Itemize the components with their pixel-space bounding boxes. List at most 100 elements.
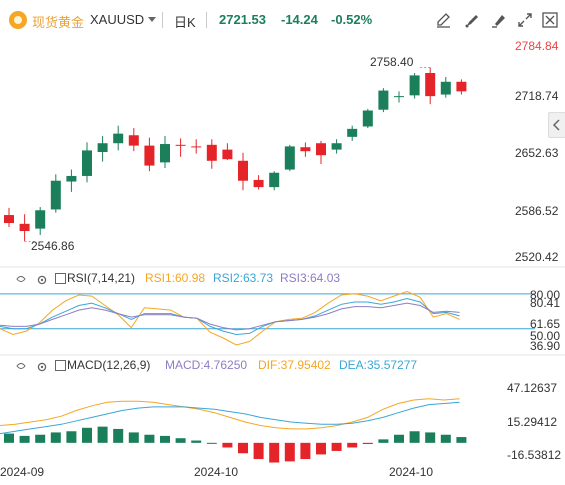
candle-body — [269, 172, 280, 188]
macd-histogram-bar — [284, 442, 295, 462]
price-axis-label: 2718.74 — [515, 89, 559, 103]
candle-body — [160, 144, 170, 163]
rsi-axis-label: 36.90 — [530, 339, 561, 353]
candle-body — [82, 150, 92, 176]
macd-axis-label: 47.12637 — [507, 381, 558, 395]
macd-axis-label: 15.29412 — [507, 415, 558, 429]
macd-histogram-bar — [316, 442, 326, 455]
candle-body — [113, 133, 124, 144]
macd-histogram-bar — [300, 442, 311, 460]
dea-value: DEA:35.57277 — [339, 358, 418, 372]
macd-histogram-bar — [4, 433, 14, 443]
macd-histogram-bar — [191, 440, 202, 443]
dea-line — [0, 401, 460, 435]
macd-histogram-bar — [222, 442, 233, 448]
macd-histogram-bar — [378, 439, 389, 443]
period-selector[interactable]: 日K — [174, 15, 196, 30]
pencil-icon[interactable] — [433, 9, 455, 31]
toolbar-divider — [162, 12, 163, 28]
symbol-dropdown-chevron-icon[interactable] — [148, 17, 156, 22]
candle-body — [128, 135, 139, 146]
high-price-annotation: 2758.40 — [370, 55, 414, 69]
macd-histogram-bar — [409, 431, 420, 443]
rsi-axis-label: 61.65 — [530, 317, 561, 331]
brush-icon[interactable] — [461, 9, 483, 31]
candle-body — [284, 146, 295, 170]
macd-histogram-bar — [238, 442, 248, 454]
candle-body — [440, 81, 451, 95]
macd-histogram-bar — [425, 432, 436, 443]
last-price: 2721.53 — [219, 12, 266, 27]
candle-body — [331, 143, 342, 150]
symbol-label[interactable]: XAUUSD — [90, 12, 145, 27]
candle-body — [206, 144, 217, 161]
candle-body — [456, 81, 467, 92]
candle-body — [253, 179, 264, 188]
low-price-annotation: 2546.86 — [31, 239, 75, 253]
gold-coin-icon — [9, 11, 27, 29]
macd-histogram-bar — [160, 435, 170, 443]
visibility-eye-icon[interactable] — [16, 274, 26, 284]
macd-histogram-bar — [19, 435, 30, 443]
price-change-percent: -0.52% — [331, 12, 373, 27]
macd-histogram-bar — [97, 426, 108, 443]
candle-body — [35, 210, 46, 229]
macd-histogram-bar — [394, 434, 404, 443]
rsi-axis-label: 80.00 — [530, 288, 561, 302]
settings-gear-icon[interactable] — [37, 274, 47, 285]
macd-histogram-bar — [362, 442, 373, 444]
rsi2-value: RSI2:63.73 — [213, 271, 274, 285]
rsi3-value: RSI3:64.03 — [280, 271, 341, 285]
macd-histogram-bar — [331, 442, 342, 451]
candle-body — [97, 143, 108, 153]
macd-histogram-bar — [456, 437, 467, 443]
close-box-icon[interactable] — [539, 9, 561, 31]
macd-title: MACD(12,26,9) — [67, 358, 151, 372]
macd-value: MACD:4.76250 — [165, 358, 248, 372]
macd-histogram-bar — [253, 442, 264, 460]
candle-body — [409, 75, 420, 96]
candle-body — [378, 90, 389, 110]
macd-axis-label: -16.53812 — [507, 448, 562, 462]
macd-histogram-bar — [269, 442, 280, 463]
candle-body — [175, 144, 186, 146]
dif-value: DIF:37.95402 — [258, 358, 331, 372]
candle-body — [316, 143, 326, 156]
macd-histogram-bar — [66, 431, 77, 443]
macd-header: MACD(12,26,9) MACD:4.76250 DIF:37.95402 … — [4, 358, 484, 374]
candle-body — [4, 215, 14, 224]
rsi-header: RSI(7,14,21) RSI1:60.98 RSI2:63.73 RSI3:… — [4, 271, 424, 287]
rsi3-line — [0, 302, 460, 331]
macd-histogram-bar — [347, 442, 358, 448]
candle-body — [66, 175, 77, 182]
rsi1-line — [0, 290, 460, 346]
toolbar-divider — [206, 12, 207, 28]
candle-body — [238, 160, 248, 181]
candle-body — [347, 128, 358, 137]
macd-histogram-bar — [113, 428, 124, 443]
settings-gear-icon[interactable] — [37, 361, 47, 372]
candle-body — [19, 223, 30, 232]
candle-body — [394, 96, 404, 98]
price-axis-label: 2586.52 — [515, 204, 559, 218]
rsi-title: RSI(7,14,21) — [67, 271, 136, 285]
expand-icon[interactable] — [514, 9, 536, 31]
rsi-axis-label: 80.41 — [530, 296, 561, 310]
indicator-options-icon[interactable] — [55, 273, 66, 284]
candle-body — [191, 146, 202, 148]
macd-histogram-bar — [440, 434, 451, 443]
macd-histogram-bar — [35, 434, 46, 443]
candle-body — [362, 110, 373, 127]
macd-histogram-bar — [50, 432, 61, 443]
instrument-title[interactable]: 现货黄金 — [32, 15, 85, 30]
macd-histogram-bar — [128, 432, 139, 443]
price-axis-label: 2784.84 — [515, 39, 559, 53]
date-axis-label: 2024-10 — [389, 465, 434, 479]
indicator-options-icon[interactable] — [55, 360, 66, 371]
visibility-eye-icon[interactable] — [16, 361, 26, 371]
marker-icon[interactable] — [488, 9, 510, 31]
chart-toolbar: 现货黄金 XAUUSD 日K 2721.53 -14.24 -0.52% — [0, 0, 565, 40]
price-axis-label: 2520.42 — [515, 250, 559, 264]
collapse-panel-button[interactable] — [548, 112, 565, 138]
